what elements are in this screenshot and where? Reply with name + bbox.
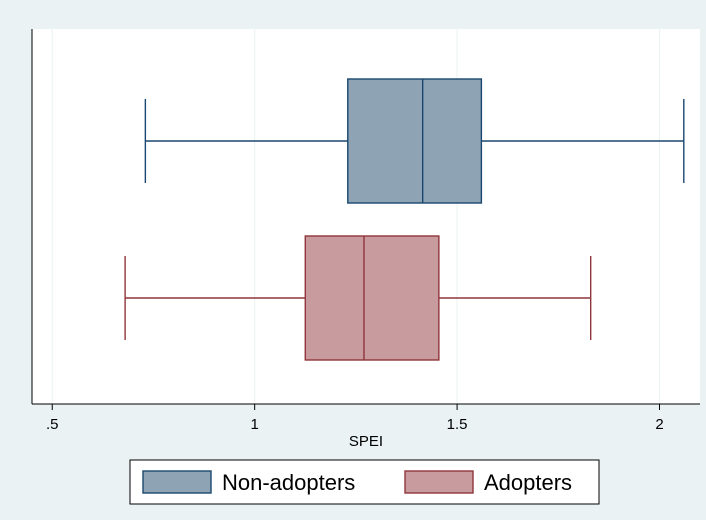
iqr-box: [347, 78, 483, 204]
box-adopters: [124, 235, 592, 361]
legend-swatch: [404, 470, 474, 494]
x-tick-label: 1.5: [447, 416, 468, 433]
x-tick-label: .5: [46, 416, 59, 433]
box-non-adopters: [144, 78, 685, 204]
x-axis-ticks: .5 1 1.5 2: [46, 404, 664, 433]
x-tick-label: 1: [250, 416, 258, 433]
legend-label: Adopters: [484, 470, 572, 495]
x-axis-title: SPEI: [349, 433, 383, 450]
boxes: [124, 78, 685, 361]
legend-label: Non-adopters: [222, 470, 355, 495]
legend-swatch: [142, 470, 212, 494]
legend: Non-adopters Adopters: [129, 459, 600, 505]
iqr-box: [304, 235, 440, 361]
x-tick-label: 2: [655, 416, 663, 433]
